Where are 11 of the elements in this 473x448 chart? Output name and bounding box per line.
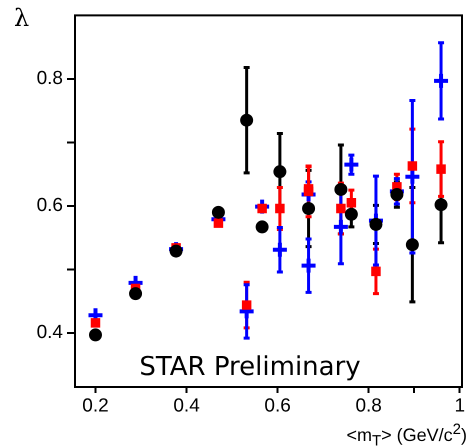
x-tick-label: 0.2 [82,396,109,417]
y-tick-label: 0.8 [36,68,63,90]
x-tick-label: 0.6 [264,396,291,417]
x-axis-title: <m$_{T}$> (GeV/c$^{2}$) [346,420,467,448]
y-axis-title: λ [14,4,30,32]
annotation: STAR Preliminary [139,352,361,382]
x-tick-label: 0.8 [355,396,382,417]
y-tick-label: 0.4 [36,322,64,344]
x-tick-label: 1 [454,396,466,417]
y-tick-label: 0.6 [36,195,63,216]
x-tick-label: 0.4 [173,396,200,417]
